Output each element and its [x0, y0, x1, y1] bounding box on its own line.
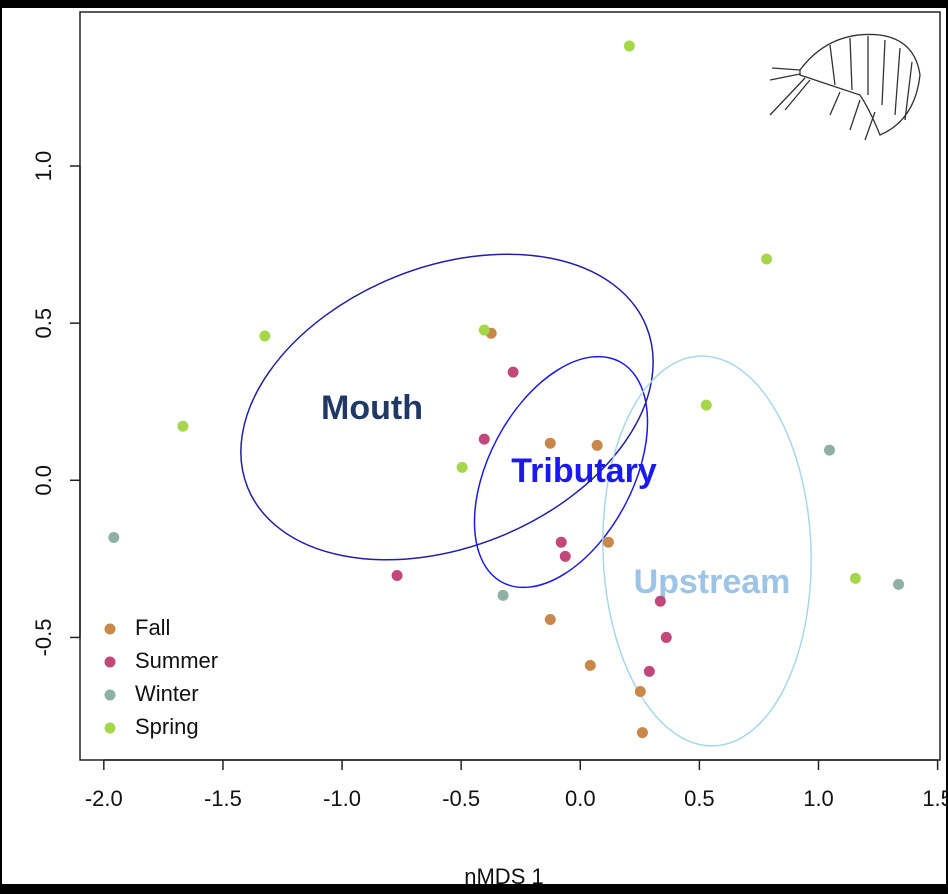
point	[559, 550, 571, 562]
x-tick-label: -0.5	[442, 786, 480, 811]
point	[660, 631, 672, 643]
x-axis-label: nMDS 1	[464, 864, 543, 889]
y-tick-label: 1.0	[31, 151, 56, 182]
legend-marker	[104, 689, 116, 701]
point	[849, 572, 861, 584]
group-label: Mouth	[321, 389, 423, 427]
point	[497, 589, 509, 601]
legend-marker	[104, 656, 116, 668]
point	[761, 253, 773, 265]
point	[544, 614, 556, 626]
point	[108, 531, 120, 543]
y-tick-label: 0.5	[31, 308, 56, 339]
amphipod-sketch	[769, 33, 921, 141]
x-tick-label: 0.5	[684, 786, 715, 811]
legend-marker	[104, 623, 116, 635]
background	[2, 8, 946, 884]
point	[643, 665, 655, 677]
point	[584, 659, 596, 671]
point	[259, 330, 271, 342]
point	[634, 685, 646, 697]
x-tick-label: -2.0	[85, 786, 123, 811]
point	[636, 727, 648, 739]
group-label: Upstream	[634, 563, 791, 601]
legend-marker	[104, 722, 116, 734]
legend-label: Spring	[135, 714, 199, 739]
point	[456, 461, 468, 473]
tributary-ellipse	[473, 355, 649, 589]
point	[478, 433, 490, 445]
x-tick-label: 1.5	[922, 786, 948, 811]
point	[654, 595, 666, 607]
point	[478, 324, 490, 336]
point	[602, 536, 614, 548]
y-tick-label: 0.0	[31, 465, 56, 496]
upstream-ellipse	[602, 355, 812, 747]
group-label: Tributary	[511, 452, 657, 490]
point	[177, 420, 189, 432]
point	[507, 366, 519, 378]
legend-label: Summer	[135, 648, 218, 673]
point	[544, 437, 556, 449]
point	[823, 444, 835, 456]
legend-label: Fall	[135, 615, 170, 640]
point	[623, 40, 635, 52]
point	[391, 570, 403, 582]
legend-label: Winter	[135, 681, 199, 706]
point	[893, 578, 905, 590]
point	[591, 439, 603, 451]
x-tick-label: 1.0	[803, 786, 834, 811]
x-tick-label: -1.0	[323, 786, 361, 811]
point	[700, 399, 712, 411]
y-tick-label: -0.5	[31, 618, 56, 656]
point	[555, 536, 567, 548]
x-tick-label: -1.5	[204, 786, 242, 811]
mouth-ellipse	[240, 253, 654, 561]
x-tick-label: 0.0	[565, 786, 596, 811]
